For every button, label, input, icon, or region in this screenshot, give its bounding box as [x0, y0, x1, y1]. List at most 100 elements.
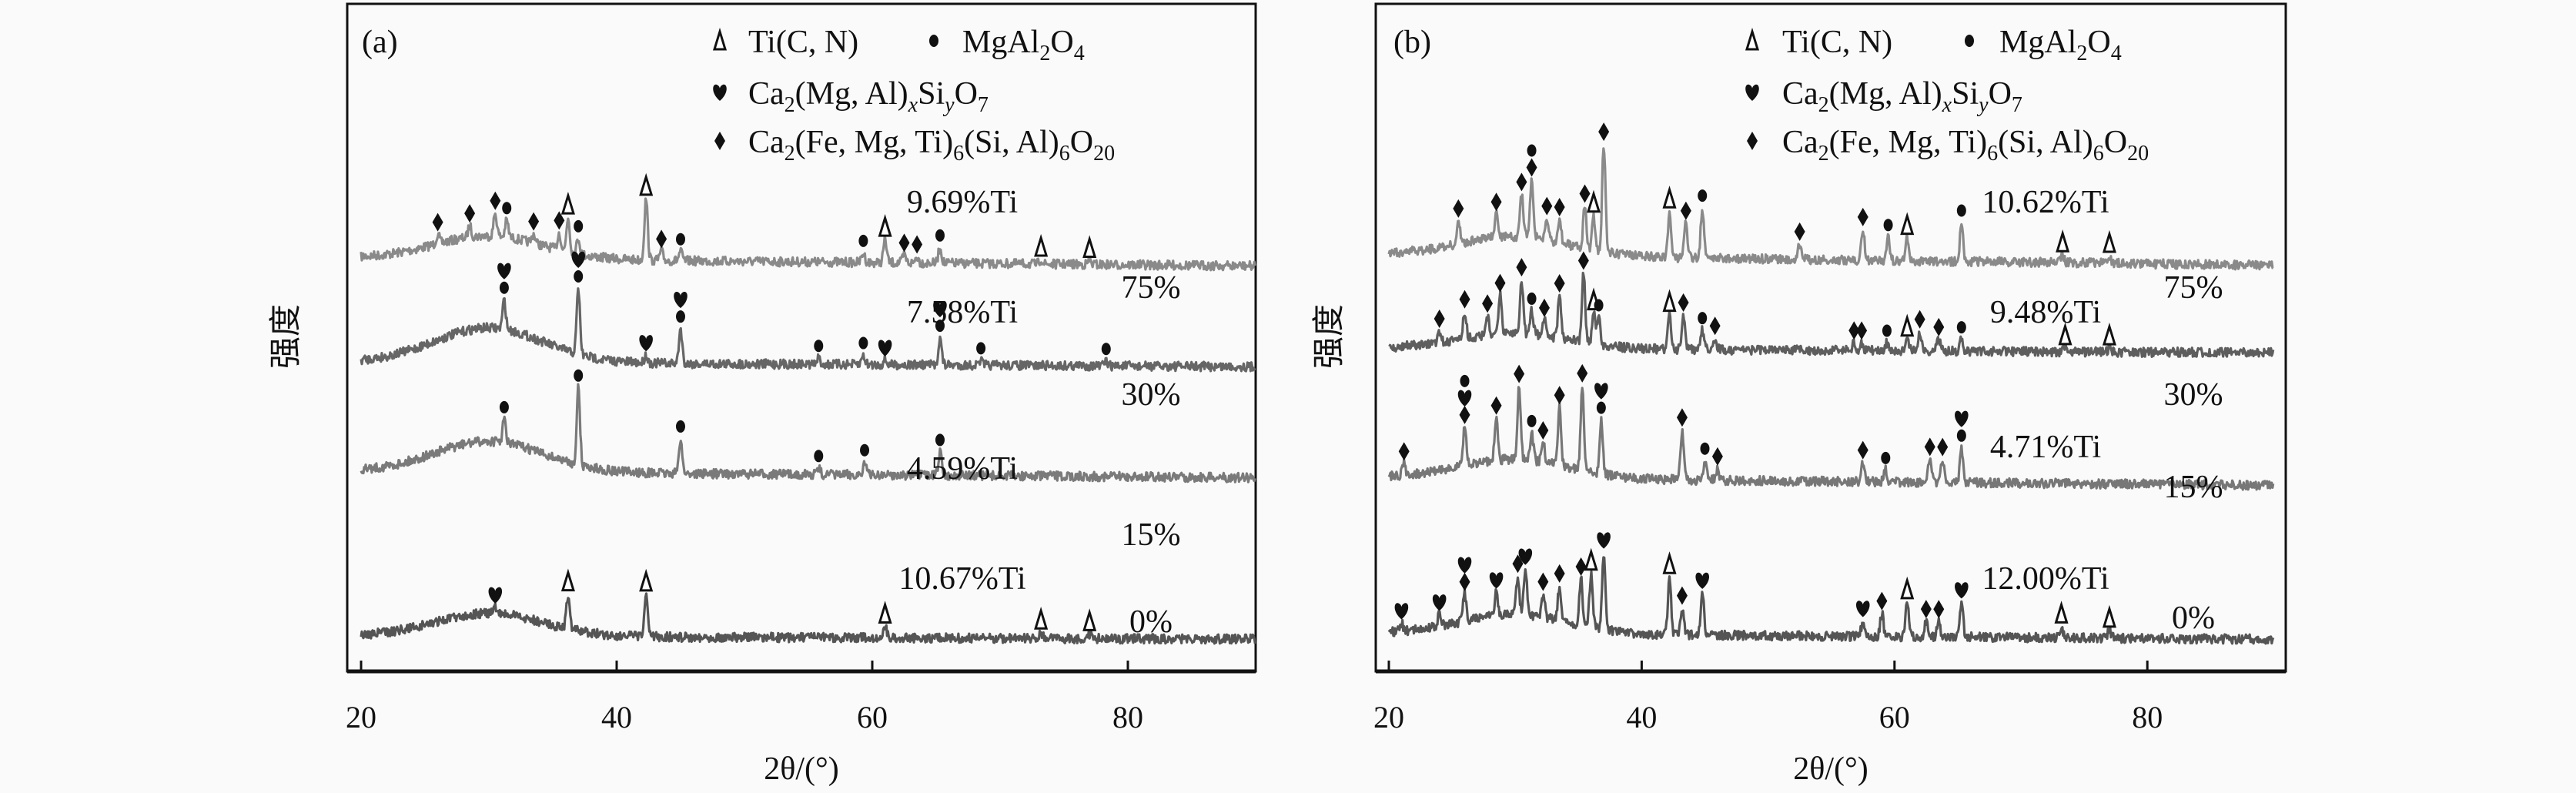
- circle-marker: [1101, 343, 1111, 356]
- ti-content-label: 12.00%Ti: [1982, 561, 2109, 597]
- triangle-marker: [1034, 607, 1049, 630]
- series-label: 30%: [1122, 377, 1181, 413]
- legend-subscript: 7: [978, 93, 989, 117]
- diamond-marker: [1482, 294, 1494, 313]
- peak-annotation: [1394, 603, 1409, 620]
- peak-annotation: [1554, 386, 1565, 405]
- peak-annotation: [1900, 313, 1915, 337]
- series-30pct: 9.48%Ti 30%: [1388, 251, 2275, 413]
- diamond-marker: [1577, 363, 1588, 383]
- x-tick-label: 40: [601, 700, 632, 734]
- peak-annotation: [1459, 289, 1470, 309]
- legend-text: (Si, Al): [964, 125, 1059, 160]
- peak-annotation: [1082, 608, 1097, 631]
- circle-marker: [502, 202, 512, 215]
- peak-annotation: [560, 191, 575, 215]
- xrd-trace: [1387, 556, 2275, 645]
- peak-annotation: [860, 443, 870, 457]
- peak-annotation: [497, 263, 511, 294]
- triangle-marker: [2102, 604, 2116, 628]
- diamond-marker: [432, 212, 443, 232]
- x-axis-label: 2θ/(°): [1793, 751, 1868, 787]
- circle-marker: [1460, 374, 1470, 387]
- heart-marker: [639, 335, 653, 352]
- x-tick-label: 80: [2132, 700, 2163, 734]
- peak-annotation: [2056, 229, 2070, 253]
- circle-marker: [814, 340, 824, 353]
- legend-label: Ca2​(Mg, Al)x​Siy​O7​: [748, 76, 989, 117]
- x-tick-label: 80: [1112, 700, 1143, 734]
- x-tick-label: 60: [857, 700, 888, 734]
- ti-content-label: 10.67%Ti: [898, 561, 1025, 597]
- y-axis-label: 强度: [1312, 304, 1347, 369]
- series-label: 15%: [2164, 470, 2223, 505]
- peak-annotation: [1711, 447, 1723, 466]
- diamond-marker: [1459, 405, 1470, 424]
- xrd-trace: [360, 592, 1256, 645]
- legend-text: (Fe, Mg, Ti): [1829, 125, 1987, 160]
- diamond-marker: [1516, 172, 1527, 192]
- peak-annotation: [1432, 594, 1447, 611]
- triangle-marker: [1586, 189, 1601, 213]
- peak-annotation: [1876, 591, 1888, 611]
- legend-subscript: 20: [1093, 142, 1115, 166]
- ti-content-label: 4.71%Ti: [1990, 430, 2101, 465]
- diamond-marker: [1857, 207, 1868, 226]
- diamond-marker: [1537, 420, 1549, 440]
- legend-subscript: 6: [2093, 142, 2104, 166]
- heart-marker: [1594, 383, 1608, 400]
- peak-annotation: [1457, 374, 1472, 424]
- peak-annotation: [1698, 189, 1708, 202]
- legend-subscript: y: [942, 93, 955, 117]
- legend-subscript: 6: [1987, 142, 1998, 166]
- circle-marker: [858, 234, 868, 247]
- peak-annotation: [1698, 312, 1708, 325]
- circle-marker: [1527, 144, 1537, 157]
- legend-label: Ca2​(Fe, Mg, Ti)6​(Si, Al)6​O20​: [1782, 125, 2149, 166]
- diamond-marker: [1676, 408, 1688, 427]
- legend-text: Ca: [748, 125, 785, 160]
- circle-marker: [1882, 324, 1892, 337]
- peak-annotation: [1955, 582, 1969, 599]
- peak-annotation: [574, 369, 584, 382]
- circle-marker: [574, 269, 584, 283]
- heart-marker: [497, 263, 511, 279]
- heart-marker: [1489, 572, 1504, 589]
- peak-annotation: [976, 342, 986, 355]
- panel-label: (a): [362, 25, 398, 60]
- peak-annotation: [676, 233, 685, 246]
- peak-annotation: [858, 234, 868, 247]
- legend-text: O: [1989, 76, 2012, 112]
- peak-annotation: [1584, 547, 1598, 571]
- xrd-trace: [1388, 271, 2275, 358]
- circle-marker: [929, 35, 938, 47]
- peak-annotation: [1034, 607, 1049, 630]
- peak-annotation: [1586, 189, 1601, 213]
- legend-text: O: [2087, 25, 2110, 60]
- peak-annotation: [1678, 293, 1689, 312]
- circle-marker: [1527, 292, 1537, 305]
- peak-annotation: [2102, 229, 2116, 253]
- circle-marker: [814, 450, 824, 463]
- peak-annotation: [1541, 196, 1553, 216]
- circle-marker: [935, 229, 945, 242]
- triangle-marker: [1900, 576, 1915, 600]
- heart-marker: [1457, 557, 1472, 574]
- peak-annotation: [1662, 289, 1677, 313]
- peak-annotation: [878, 340, 892, 356]
- triangle-marker: [878, 601, 892, 624]
- peak-annotation: [2102, 322, 2116, 346]
- peak-annotation: [1924, 437, 1935, 457]
- diamond-marker: [1490, 396, 1502, 415]
- circle-marker: [935, 433, 945, 447]
- series-15pct: 4.59%Ti 15%: [360, 369, 1256, 553]
- peak-annotation: [1482, 294, 1494, 313]
- series-label: 30%: [2164, 377, 2223, 413]
- heart-marker: [1597, 532, 1611, 549]
- legend-item-heart: Ca2​(Mg, Al)x​Siy​O7​: [1745, 76, 2022, 117]
- peak-annotation: [1526, 144, 1537, 177]
- legend-item-circle: MgAl2​O4​: [1965, 25, 2122, 65]
- circle-marker: [860, 443, 870, 457]
- diamond-marker: [490, 191, 501, 210]
- triangle-marker: [639, 172, 654, 196]
